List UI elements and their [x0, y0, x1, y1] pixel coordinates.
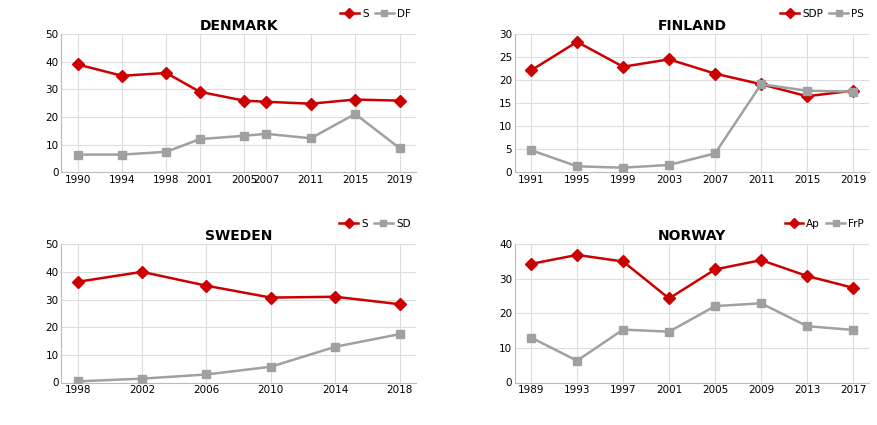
Title: DENMARK: DENMARK — [199, 19, 278, 33]
Title: FINLAND: FINLAND — [657, 19, 726, 33]
Title: NORWAY: NORWAY — [657, 229, 725, 243]
Legend: SDP, PS: SDP, PS — [780, 9, 863, 19]
Legend: Ap, FrP: Ap, FrP — [784, 219, 863, 229]
Title: SWEDEN: SWEDEN — [204, 229, 272, 243]
Legend: S, DF: S, DF — [339, 9, 410, 19]
Legend: S, SD: S, SD — [339, 219, 410, 229]
